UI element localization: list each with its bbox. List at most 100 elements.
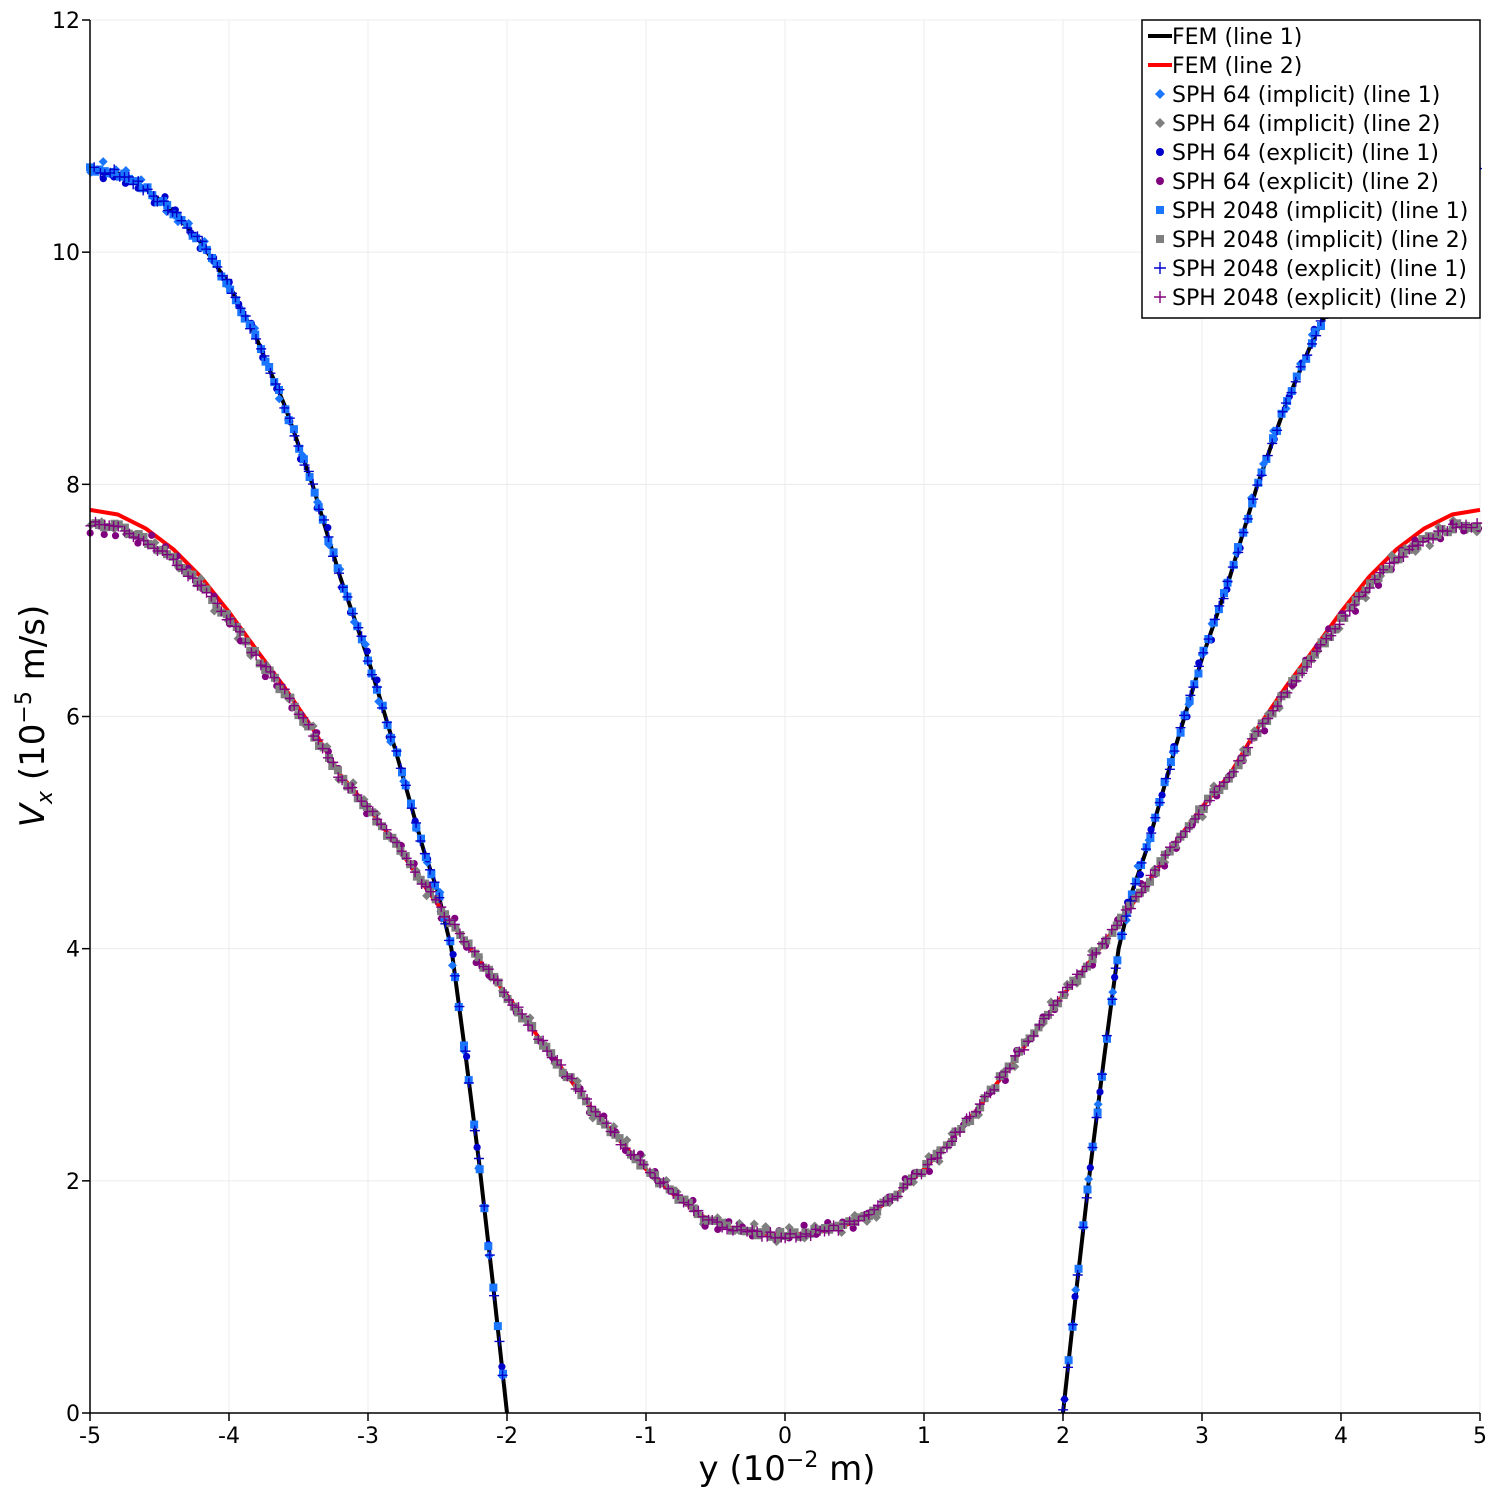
axes xyxy=(82,19,1481,1421)
sph-marker xyxy=(1291,675,1302,686)
sph-marker xyxy=(289,700,300,711)
sph-marker xyxy=(892,1191,903,1202)
sph-marker xyxy=(1433,531,1442,540)
sph-marker xyxy=(1185,696,1194,705)
sph-marker xyxy=(303,466,314,477)
sph-marker xyxy=(395,763,406,774)
sph-marker xyxy=(882,1196,893,1207)
sph-marker xyxy=(1120,904,1131,915)
sph-marker xyxy=(130,531,139,540)
legend-label: SPH 64 (explicit) (line 2) xyxy=(1172,170,1439,195)
sph-marker xyxy=(1165,842,1176,853)
sph-marker xyxy=(410,867,421,878)
sph-marker xyxy=(1280,398,1291,409)
sph-marker xyxy=(230,621,241,632)
sph-marker xyxy=(444,935,455,946)
sph-marker xyxy=(183,571,194,582)
sph-marker xyxy=(242,637,251,646)
sph-marker xyxy=(1229,560,1238,569)
sph-marker xyxy=(1111,973,1119,981)
sph-marker xyxy=(261,665,270,674)
sph-marker xyxy=(427,870,436,879)
sph-marker xyxy=(1184,822,1195,833)
legend-swatch xyxy=(1154,291,1166,303)
sph-marker xyxy=(1150,812,1161,823)
sph-marker xyxy=(859,1211,870,1222)
sph-marker xyxy=(475,1165,484,1174)
sph-marker xyxy=(1238,754,1247,763)
sph-marker xyxy=(356,631,367,642)
sph-marker xyxy=(401,853,412,864)
sph-marker xyxy=(492,975,503,986)
sph-marker xyxy=(484,1250,495,1261)
sph-marker xyxy=(293,441,304,452)
sph-marker xyxy=(1442,526,1453,537)
sph-marker xyxy=(186,227,197,238)
sph-marker xyxy=(284,416,293,425)
sph-marker xyxy=(1398,551,1409,562)
x-tick-label: 1 xyxy=(917,1424,931,1449)
sph-marker xyxy=(979,1091,990,1102)
sph-marker xyxy=(212,598,223,609)
x-tick-label: -1 xyxy=(635,1424,657,1449)
sph-markers xyxy=(85,157,1483,1415)
sph-marker xyxy=(499,987,510,998)
sph-marker xyxy=(780,1233,791,1244)
sph-marker xyxy=(216,606,227,617)
sph-marker xyxy=(339,584,348,593)
sph-marker xyxy=(270,378,279,387)
sph-marker xyxy=(1084,1174,1094,1184)
sph-marker xyxy=(1262,455,1271,464)
sph-marker xyxy=(383,721,392,730)
legend-item: FEM (line 1) xyxy=(1148,25,1302,50)
sph-marker xyxy=(1263,716,1272,725)
sph-marker xyxy=(1160,778,1169,787)
sph-marker xyxy=(385,731,396,742)
legend-label: SPH 2048 (implicit) (line 1) xyxy=(1172,199,1468,224)
legend-swatch xyxy=(1156,177,1164,185)
sph-marker xyxy=(110,519,119,528)
sph-marker xyxy=(171,560,182,571)
sph-marker xyxy=(383,831,392,840)
sph-marker xyxy=(406,799,415,808)
sph-marker xyxy=(100,530,108,539)
sph-marker xyxy=(609,1127,620,1138)
sph-marker xyxy=(1136,857,1147,868)
sph-marker xyxy=(1179,830,1188,839)
sph-marker xyxy=(1229,769,1238,778)
sph-marker xyxy=(1413,542,1422,551)
sph-marker xyxy=(1064,1356,1073,1365)
sph-marker xyxy=(337,775,348,786)
y-tick-label: 10 xyxy=(52,241,80,266)
sph-marker xyxy=(1254,478,1263,487)
sph-marker xyxy=(1014,1046,1025,1057)
sph-marker xyxy=(299,460,310,471)
sph-marker xyxy=(327,551,338,562)
sph-marker xyxy=(926,1154,937,1165)
sph-marker xyxy=(162,207,172,217)
sph-marker xyxy=(337,582,348,593)
sph-marker xyxy=(1453,519,1462,528)
sph-marker xyxy=(1209,614,1220,625)
sph-marker xyxy=(1193,809,1204,820)
y-tick-label: 2 xyxy=(66,1170,80,1195)
sph-marker xyxy=(489,1290,500,1301)
sph-marker xyxy=(339,774,348,783)
sph-marker xyxy=(372,817,381,826)
sph-marker xyxy=(1063,1362,1074,1373)
sph-marker xyxy=(197,236,208,247)
sph-marker xyxy=(1316,322,1325,331)
sph-marker xyxy=(447,960,457,970)
sph-marker xyxy=(133,176,144,187)
sph-marker xyxy=(261,357,270,366)
sph-marker xyxy=(192,231,203,242)
sph-marker xyxy=(1407,541,1418,552)
sph-marker xyxy=(95,165,104,174)
sph-marker xyxy=(1248,494,1259,505)
sph-marker xyxy=(1389,557,1400,568)
sph-marker xyxy=(353,622,364,633)
sph-marker xyxy=(1252,480,1263,491)
sph-marker xyxy=(235,303,246,314)
sph-marker xyxy=(839,1219,850,1230)
sph-marker xyxy=(1204,795,1215,806)
